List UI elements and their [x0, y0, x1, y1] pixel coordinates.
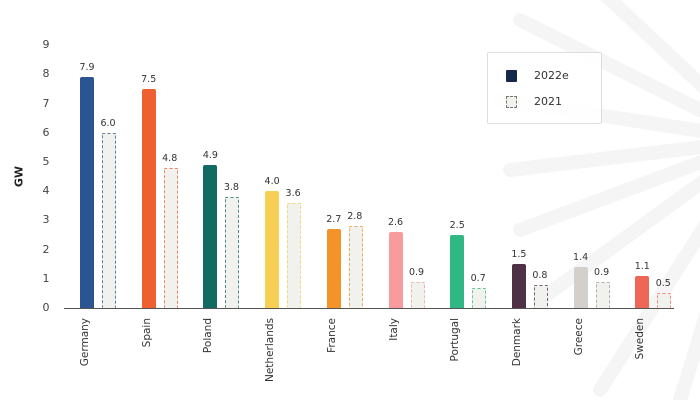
x-tick-label-poland: Poland — [202, 318, 215, 354]
y-tick-label: 6 — [42, 125, 50, 139]
x-tick-label-portugal: Portugal — [449, 318, 462, 362]
bar-2021-netherlands — [287, 202, 302, 308]
bar-2021-italy — [410, 281, 425, 308]
bar-2022e-sweden — [635, 275, 650, 308]
bar-2022e-france — [326, 229, 341, 308]
bar-2021-denmark — [533, 284, 548, 308]
value-label: 1.5 — [511, 249, 527, 261]
value-label: 2.7 — [326, 214, 342, 226]
value-label: 0.8 — [532, 269, 548, 281]
value-label: 4.8 — [162, 152, 178, 164]
value-label: 2.8 — [347, 211, 363, 223]
y-tick-label: 4 — [42, 184, 50, 198]
legend-swatch-solid — [506, 70, 517, 82]
value-label: 4.0 — [264, 176, 280, 188]
value-label: 0.9 — [408, 266, 425, 278]
x-tick-label-italy: Italy — [387, 318, 400, 341]
x-tick-label-denmark: Denmark — [510, 318, 523, 367]
legend-swatch-dashed — [506, 96, 517, 108]
bar-2021-poland — [225, 197, 240, 308]
bar-2022e-germany — [80, 77, 94, 308]
y-tick-label: 8 — [42, 67, 50, 81]
value-label: 2.6 — [387, 217, 404, 229]
value-label: 0.9 — [594, 266, 610, 278]
bar-2022e-netherlands — [265, 191, 280, 308]
value-label: 3.6 — [285, 187, 301, 199]
bar-2021-greece — [595, 281, 610, 308]
value-label: 7.9 — [79, 62, 95, 74]
y-tick-label: 1 — [42, 271, 50, 285]
bar-2021-germany — [102, 132, 116, 308]
value-label: 2.5 — [449, 220, 465, 231]
y-tick-label: 0 — [42, 301, 50, 314]
y-tick-label: 9 — [42, 38, 50, 52]
x-tick-label-netherlands: Netherlands — [264, 318, 277, 383]
y-tick-label: 5 — [42, 155, 50, 168]
legend-label: 2022e — [534, 69, 569, 82]
bar-2022e-denmark — [511, 264, 526, 308]
y-tick-label: 7 — [42, 96, 50, 110]
value-label: 1.1 — [634, 260, 650, 272]
value-label: 3.8 — [223, 182, 239, 194]
value-label: 1.4 — [573, 252, 589, 264]
x-tick-label-france: France — [325, 318, 338, 353]
value-label: 6.0 — [100, 117, 116, 129]
legend: 2022e 2021 — [487, 52, 602, 124]
x-tick-label-germany: Germany — [79, 318, 91, 367]
x-axis-line — [64, 308, 674, 309]
x-tick-label-sweden: Sweden — [634, 318, 647, 360]
bar-2021-sweden — [657, 293, 672, 308]
x-tick-label-greece: Greece — [572, 318, 585, 356]
bar-2022e-portugal — [450, 235, 465, 308]
bar-2021-spain — [163, 167, 178, 308]
legend-label: 2021 — [534, 95, 562, 108]
value-label: 0.5 — [655, 278, 671, 290]
bar-2022e-greece — [573, 267, 588, 308]
y-tick-label: 3 — [42, 213, 50, 227]
bar-2021-france — [348, 226, 363, 308]
bar-2021-portugal — [472, 287, 487, 308]
y-tick-label: 2 — [42, 242, 50, 256]
value-label: 0.7 — [470, 272, 486, 284]
value-label: 7.5 — [141, 74, 157, 85]
bar-2022e-spain — [141, 89, 156, 308]
x-tick-label-spain: Spain — [140, 318, 153, 348]
bar-2022e-poland — [203, 164, 218, 308]
y-axis-label: GW — [12, 165, 26, 188]
bar-2022e-italy — [388, 232, 403, 308]
value-label: 4.9 — [202, 149, 218, 161]
